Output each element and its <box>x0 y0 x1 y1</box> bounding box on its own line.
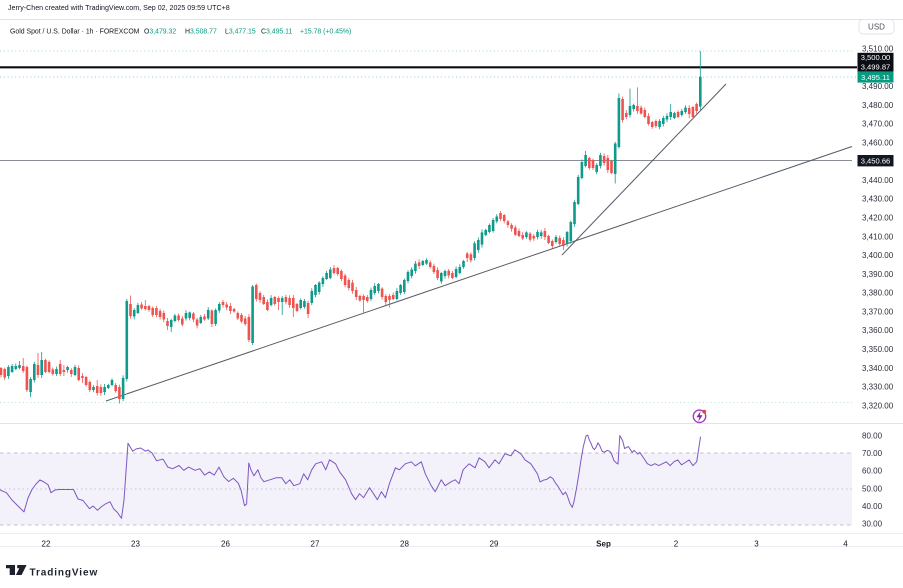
svg-text:C3,495.11: C3,495.11 <box>261 29 292 36</box>
svg-text:3,360.00: 3,360.00 <box>862 326 894 335</box>
svg-text:L3,477.15: L3,477.15 <box>225 29 256 36</box>
svg-text:3,495.11: 3,495.11 <box>861 73 890 82</box>
svg-text:TradingView: TradingView <box>30 567 99 578</box>
svg-text:3,330.00: 3,330.00 <box>862 383 894 392</box>
svg-text:3,430.00: 3,430.00 <box>862 195 894 204</box>
svg-text:50.00: 50.00 <box>862 484 883 493</box>
svg-text:3,480.00: 3,480.00 <box>862 101 894 110</box>
svg-text:O3,479.32: O3,479.32 <box>144 29 176 36</box>
svg-text:3,450.66: 3,450.66 <box>861 157 891 166</box>
svg-text:3: 3 <box>754 540 759 549</box>
svg-text:H3,508.77: H3,508.77 <box>185 29 217 36</box>
svg-text:Sep: Sep <box>596 540 611 549</box>
svg-text:28: 28 <box>400 540 409 549</box>
svg-text:3,420.00: 3,420.00 <box>862 214 894 223</box>
svg-text:4: 4 <box>843 540 848 549</box>
svg-text:3,390.00: 3,390.00 <box>862 270 894 279</box>
svg-text:3,380.00: 3,380.00 <box>862 289 894 298</box>
svg-text:3,340.00: 3,340.00 <box>862 364 894 373</box>
svg-text:27: 27 <box>311 540 320 549</box>
svg-text:70.00: 70.00 <box>862 449 883 458</box>
svg-text:3,460.00: 3,460.00 <box>862 138 894 147</box>
svg-text:USD: USD <box>868 23 885 32</box>
svg-text:26: 26 <box>221 540 230 549</box>
svg-text:30.00: 30.00 <box>862 519 883 528</box>
svg-text:3,400.00: 3,400.00 <box>862 251 894 260</box>
svg-text:80.00: 80.00 <box>862 431 883 440</box>
svg-text:3,320.00: 3,320.00 <box>862 401 894 410</box>
svg-text:40.00: 40.00 <box>862 502 883 511</box>
svg-text:3,350.00: 3,350.00 <box>862 345 894 354</box>
svg-text:22: 22 <box>42 540 51 549</box>
svg-text:3,410.00: 3,410.00 <box>862 232 894 241</box>
svg-text:29: 29 <box>490 540 499 549</box>
svg-text:3,470.00: 3,470.00 <box>862 120 894 129</box>
svg-text:23: 23 <box>131 540 140 549</box>
svg-text:Jerry-Chen created with Tradin: Jerry-Chen created with TradingView.com,… <box>8 4 230 12</box>
svg-text:+15.78 (+0.45%): +15.78 (+0.45%) <box>300 29 351 36</box>
svg-text:3,500.00: 3,500.00 <box>861 53 891 62</box>
svg-text:2: 2 <box>674 540 679 549</box>
svg-text:3,490.00: 3,490.00 <box>862 82 894 91</box>
svg-text:3,510.00: 3,510.00 <box>862 45 894 54</box>
svg-text:3,370.00: 3,370.00 <box>862 307 894 316</box>
svg-text:3,499.87: 3,499.87 <box>861 63 891 72</box>
svg-text:Gold Spot / U.S. Dollar · 1h ·: Gold Spot / U.S. Dollar · 1h · FOREXCOM <box>10 29 140 36</box>
svg-text:3,440.00: 3,440.00 <box>862 176 894 185</box>
svg-text:60.00: 60.00 <box>862 466 883 475</box>
